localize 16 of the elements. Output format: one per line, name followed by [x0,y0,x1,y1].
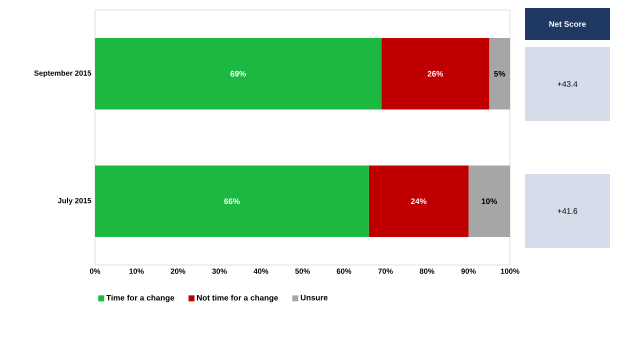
data-label: 10% [482,198,498,204]
legend-label: Not time for a change [197,294,278,302]
legend-label: Unsure [300,294,328,300]
bar [95,38,382,110]
bar [95,166,369,237]
text: +41.6 [558,208,578,214]
legend-label: Time for a change [106,294,174,302]
data-label: 69% [230,70,246,77]
data-label: 26% [428,70,444,77]
text: +43.4 [558,81,578,87]
text: Net Score [549,21,586,27]
data-label: 24% [410,198,426,204]
bar [381,38,490,110]
data-label: 66% [224,198,240,204]
bar [368,166,469,237]
data-label: 5% [494,70,506,77]
